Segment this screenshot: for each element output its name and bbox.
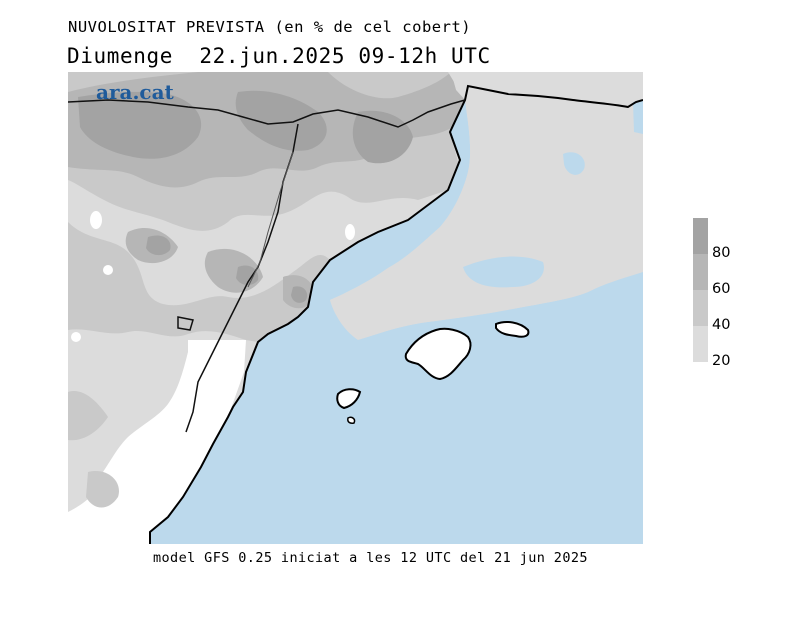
legend: 80 60 40 20 [693,218,753,369]
forecast-date: Diumenge 22.jun.2025 09-12h UTC [67,44,491,68]
legend-label: 60 [712,281,731,297]
ara-cat-logo: ara.cat [96,80,175,104]
island-eivissa [336,388,362,410]
island-formentera [347,416,356,424]
island-menorca [495,321,530,338]
legend-label: 40 [712,317,731,333]
island-mallorca [404,327,472,381]
legend-swatch-80 [693,218,708,254]
cloud-cover-map: ara.cat [68,72,643,544]
coastline [149,84,643,544]
legend-label: 80 [712,245,731,261]
legend-label: 20 [712,353,731,369]
legend-swatch-20 [693,326,708,362]
border-line [68,99,466,128]
model-info: model GFS 0.25 iniciat a les 12 UTC del … [153,550,588,566]
legend-swatch-40 [693,290,708,326]
map-title: NUVOLOSITAT PREVISTA (en % de cel cobert… [68,18,472,36]
legend-swatch-60 [693,254,708,290]
